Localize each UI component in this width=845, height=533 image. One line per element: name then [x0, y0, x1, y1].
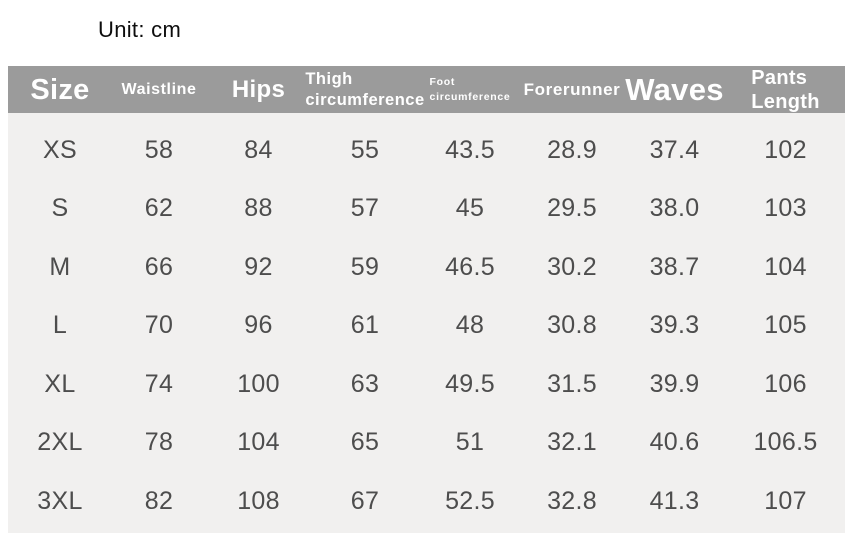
- cell-hips: 84: [244, 135, 273, 164]
- cell-hips: 88: [244, 194, 273, 223]
- cell-size: XL: [44, 369, 76, 398]
- cell-hips: 96: [244, 311, 273, 340]
- column-header-hips: Hips: [232, 76, 285, 105]
- cell-size: XS: [43, 135, 77, 164]
- cell-size: S: [51, 194, 69, 223]
- column-header-label: Thigh circumference: [305, 70, 425, 109]
- cell-waves: 41.3: [649, 486, 700, 515]
- column-header-foot-circumference: Foot circumference: [430, 75, 511, 105]
- cell-thigh: 65: [350, 428, 380, 457]
- column-header-pants-length: Pants Length: [751, 66, 819, 114]
- cell-thigh: 61: [350, 311, 380, 340]
- cell-waistline: 62: [144, 194, 174, 223]
- column-header-waistline: Waistline: [121, 80, 196, 99]
- cell-pants-length: 103: [764, 194, 807, 223]
- cell-hips: 92: [244, 252, 273, 281]
- cell-waistline: 58: [144, 135, 174, 164]
- column-header-label: Waistline: [121, 81, 197, 99]
- cell-foot: 45: [455, 194, 485, 223]
- cell-hips: 108: [237, 486, 280, 515]
- table-row-xl: XL 74 100 63 49.5 31.5 39.9 106: [8, 355, 845, 414]
- cell-waves: 39.9: [649, 369, 700, 398]
- table-header-row: Size Waistline Hips Thigh circumference …: [8, 66, 845, 113]
- cell-thigh: 57: [350, 194, 380, 223]
- cell-waves: 37.4: [649, 135, 700, 164]
- column-header-forerunner: Forerunner: [524, 80, 621, 100]
- cell-forerunner: 30.8: [547, 311, 597, 340]
- cell-forerunner: 32.8: [547, 486, 597, 515]
- unit-label: Unit: cm: [98, 17, 182, 42]
- column-header-size: Size: [30, 73, 89, 108]
- cell-waistline: 82: [144, 486, 174, 515]
- cell-thigh: 59: [350, 252, 380, 281]
- cell-foot: 48: [455, 311, 485, 340]
- cell-waves: 39.3: [649, 311, 700, 340]
- cell-foot: 46.5: [445, 252, 495, 281]
- cell-pants-length: 107: [764, 486, 807, 515]
- cell-waistline: 66: [144, 252, 174, 281]
- cell-waves: 38.7: [649, 252, 700, 281]
- column-header-label: Pants Length: [751, 67, 820, 113]
- cell-size: 3XL: [37, 486, 83, 515]
- table-row-3xl: 3XL 82 108 67 52.5 32.8 41.3 107: [8, 472, 845, 531]
- table-body: XS 58 84 55 43.5 28.9 37.4 102 S 62 88 5…: [8, 113, 845, 533]
- cell-forerunner: 28.9: [547, 135, 597, 164]
- cell-waistline: 78: [144, 428, 174, 457]
- cell-forerunner: 31.5: [547, 369, 597, 398]
- cell-forerunner: 29.5: [547, 194, 597, 223]
- cell-thigh: 63: [350, 369, 380, 398]
- cell-size: M: [49, 252, 71, 281]
- cell-foot: 49.5: [445, 369, 495, 398]
- cell-pants-length: 102: [764, 135, 807, 164]
- cell-pants-length: 104: [764, 252, 807, 281]
- table-row-2xl: 2XL 78 104 65 51 32.1 40.6 106.5: [8, 414, 845, 473]
- cell-waves: 38.0: [649, 194, 700, 223]
- column-header-waves: Waves: [625, 71, 724, 108]
- cell-thigh: 67: [350, 486, 380, 515]
- column-header-label: Waves: [625, 72, 724, 108]
- cell-thigh: 55: [350, 135, 380, 164]
- cell-hips: 104: [237, 428, 280, 457]
- table-row-s: S 62 88 57 45 29.5 38.0 103: [8, 180, 845, 239]
- size-chart-table: Size Waistline Hips Thigh circumference …: [8, 66, 845, 533]
- table-row-l: L 70 96 61 48 30.8 39.3 105: [8, 297, 845, 356]
- cell-foot: 51: [455, 428, 485, 457]
- cell-size: 2XL: [37, 428, 83, 457]
- cell-size: L: [52, 311, 68, 340]
- cell-pants-length: 106: [764, 369, 807, 398]
- cell-forerunner: 32.1: [547, 428, 597, 457]
- column-header-thigh-circumference: Thigh circumference: [305, 69, 424, 110]
- table-row-m: M 66 92 59 46.5 30.2 38.7 104: [8, 238, 845, 297]
- cell-foot: 52.5: [445, 486, 495, 515]
- cell-waistline: 70: [144, 311, 174, 340]
- cell-pants-length: 105: [764, 311, 807, 340]
- cell-foot: 43.5: [445, 135, 495, 164]
- column-header-label: Forerunner: [523, 79, 621, 99]
- column-header-label: Size: [30, 73, 90, 106]
- column-header-label: Foot circumference: [429, 75, 511, 103]
- cell-hips: 100: [237, 369, 280, 398]
- cell-waves: 40.6: [649, 428, 700, 457]
- cell-pants-length: 106.5: [753, 428, 818, 457]
- cell-forerunner: 30.2: [547, 252, 597, 281]
- column-header-label: Hips: [231, 75, 286, 103]
- cell-waistline: 74: [144, 369, 174, 398]
- table-row-xs: XS 58 84 55 43.5 28.9 37.4 102: [8, 121, 845, 180]
